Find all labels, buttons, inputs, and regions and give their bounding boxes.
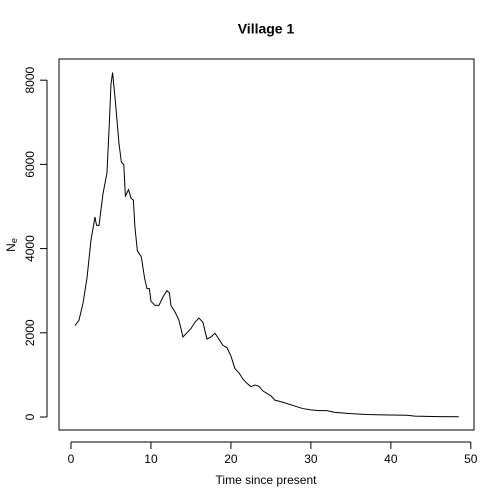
y-tick-label: 8000 [23, 67, 37, 94]
x-tick-label: 10 [144, 452, 158, 466]
x-tick-label: 0 [68, 452, 75, 466]
line-series [74, 72, 459, 418]
y-axis-label-subscript: e [9, 238, 19, 243]
x-tick-label: 30 [304, 452, 318, 466]
y-tick-label: 2000 [23, 319, 37, 346]
x-axis-label: Time since present [216, 473, 318, 487]
x-tick-label: 20 [224, 452, 238, 466]
y-tick-label: 4000 [23, 235, 37, 262]
x-tick-label: 50 [464, 452, 478, 466]
y-tick-label: 6000 [23, 151, 37, 178]
chart-title: Village 1 [238, 21, 295, 37]
x-tick-label: 40 [384, 452, 398, 466]
y-axis-label-main: N [4, 243, 18, 252]
y-tick-label: 0 [23, 413, 37, 420]
plot-frame [58, 58, 475, 431]
y-axis-label: Ne [4, 238, 19, 252]
